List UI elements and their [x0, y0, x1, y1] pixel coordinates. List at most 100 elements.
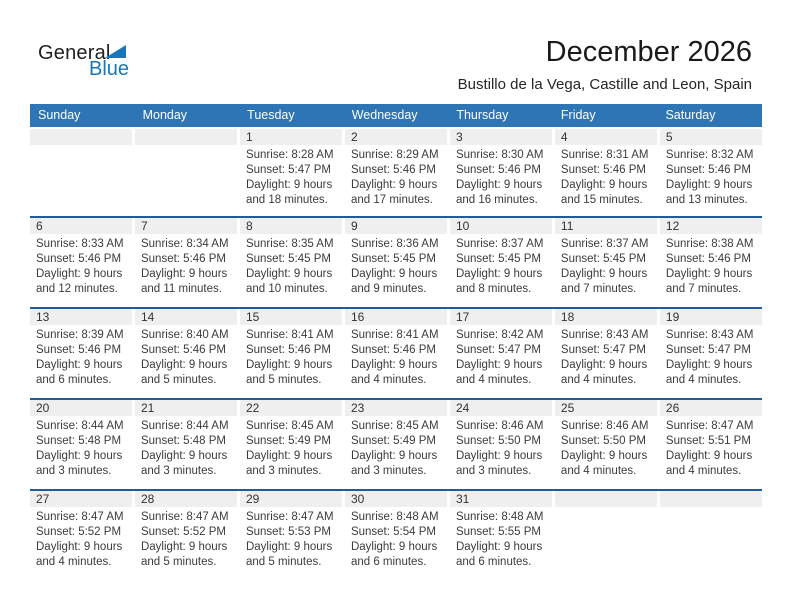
sunrise-text: Sunrise: 8:48 AM	[455, 511, 544, 523]
daylight-text-2: and 15 minutes.	[560, 194, 643, 206]
day-number: 9	[350, 219, 358, 233]
day-number: 26	[665, 401, 680, 415]
sunset-text: Sunset: 5:46 PM	[665, 253, 751, 265]
day-number: 19	[665, 310, 680, 324]
day-details: Sunrise: 8:31 AM Sunset: 5:46 PM Daylight:…	[555, 145, 657, 208]
day-cell: 18 Sunrise: 8:43 AM Sunset: 5:47 PM Dayligh…	[554, 309, 657, 398]
sunset-text: Sunset: 5:53 PM	[245, 526, 331, 538]
daylight-text: Daylight: 9 hours	[140, 268, 228, 280]
day-details: Sunrise: 8:39 AM Sunset: 5:46 PM Daylight:…	[30, 325, 132, 388]
day-number-strip: 29	[239, 491, 342, 507]
sunset-text: Sunset: 5:52 PM	[36, 526, 122, 538]
day-number: 21	[140, 401, 155, 415]
daylight-text: Daylight: 9 hours	[140, 541, 228, 553]
daylight-text: Daylight: 9 hours	[140, 450, 228, 462]
sunrise-text: Sunrise: 8:44 AM	[36, 420, 124, 432]
daylight-text-2: and 7 minutes.	[665, 283, 742, 295]
day-cell: 3 Sunrise: 8:30 AM Sunset: 5:46 PM Daylight…	[449, 129, 552, 216]
day-details: Sunrise: 8:41 AM Sunset: 5:46 PM Daylight:…	[345, 325, 447, 388]
weekday-header-wednesday: Wednesday	[351, 108, 418, 122]
day-number: 18	[560, 310, 575, 324]
day-details: Sunrise: 8:34 AM Sunset: 5:46 PM Daylight:…	[135, 234, 237, 297]
day-number-strip: 28	[134, 491, 237, 507]
weekday-header-friday: Friday	[560, 108, 596, 122]
day-cell: 20 Sunrise: 8:44 AM Sunset: 5:48 PM Dayligh…	[30, 400, 132, 489]
day-cell: 8 Sunrise: 8:35 AM Sunset: 5:45 PM Daylight…	[239, 218, 342, 307]
day-number: 10	[455, 219, 470, 233]
daylight-text: Daylight: 9 hours	[36, 359, 123, 371]
day-number: 11	[560, 219, 574, 233]
sunset-text: Sunset: 5:46 PM	[36, 253, 122, 265]
day-cell: 6 Sunrise: 8:33 AM Sunset: 5:46 PM Daylight…	[30, 218, 132, 307]
day-number-strip	[134, 129, 237, 145]
sunrise-text: Sunrise: 8:47 AM	[245, 511, 334, 523]
sunrise-text: Sunrise: 8:40 AM	[140, 329, 229, 341]
day-number-strip: 25	[554, 400, 657, 416]
week-row: 20 Sunrise: 8:44 AM Sunset: 5:48 PM Dayligh…	[30, 398, 762, 489]
sunrise-text: Sunrise: 8:42 AM	[455, 329, 544, 341]
day-number: 13	[36, 310, 50, 324]
sunset-text: Sunset: 5:45 PM	[245, 253, 331, 265]
daylight-text-2: and 4 minutes.	[36, 556, 112, 568]
day-number-strip: 4	[554, 129, 657, 145]
daylight-text-2: and 3 minutes.	[455, 465, 532, 477]
sunrise-text: Sunrise: 8:35 AM	[245, 238, 334, 250]
logo-text-blue: Blue	[89, 58, 130, 80]
daylight-text: Daylight: 9 hours	[560, 359, 648, 371]
sunset-text: Sunset: 5:49 PM	[245, 435, 331, 447]
day-number-strip: 15	[239, 309, 342, 325]
day-number-strip	[30, 129, 132, 145]
day-cell: 12 Sunrise: 8:38 AM Sunset: 5:46 PM Dayligh…	[659, 218, 762, 307]
daylight-text-2: and 3 minutes.	[140, 465, 217, 477]
day-details: Sunrise: 8:47 AM Sunset: 5:51 PM Daylight:…	[660, 416, 762, 479]
day-number: 30	[350, 492, 365, 506]
sunrise-text: Sunrise: 8:47 AM	[140, 511, 229, 523]
day-details: Sunrise: 8:46 AM Sunset: 5:50 PM Daylight:…	[555, 416, 657, 479]
daylight-text-2: and 4 minutes.	[560, 465, 637, 477]
calendar-table: Sunday Monday Tuesday Wednesday Thursday Frid…	[30, 104, 762, 580]
day-number-strip: 17	[449, 309, 552, 325]
sunset-text: Sunset: 5:52 PM	[140, 526, 227, 538]
day-number-strip	[554, 491, 657, 507]
sunset-text: Sunset: 5:45 PM	[455, 253, 541, 265]
day-cell: 4 Sunrise: 8:31 AM Sunset: 5:46 PM Daylight…	[554, 129, 657, 216]
day-number-strip: 13	[30, 309, 132, 325]
sunrise-text: Sunrise: 8:28 AM	[245, 149, 334, 161]
day-cell: 9 Sunrise: 8:36 AM Sunset: 5:45 PM Daylight…	[344, 218, 447, 307]
sunrise-text: Sunrise: 8:47 AM	[36, 511, 124, 523]
month-title: December 2026	[545, 36, 752, 68]
sunset-text: Sunset: 5:47 PM	[665, 344, 751, 356]
sunset-text: Sunset: 5:46 PM	[350, 164, 436, 176]
daylight-text-2: and 4 minutes.	[665, 465, 742, 477]
sunrise-text: Sunrise: 8:38 AM	[665, 238, 754, 250]
day-number: 15	[245, 310, 260, 324]
day-number: 14	[140, 310, 155, 324]
sunset-text: Sunset: 5:48 PM	[36, 435, 122, 447]
day-number: 16	[350, 310, 365, 324]
day-details: Sunrise: 8:45 AM Sunset: 5:49 PM Daylight:…	[240, 416, 342, 479]
weekday-header-sunday: Sunday	[38, 108, 81, 122]
day-details: Sunrise: 8:38 AM Sunset: 5:46 PM Daylight:…	[660, 234, 762, 297]
day-details: Sunrise: 8:44 AM Sunset: 5:48 PM Daylight:…	[135, 416, 237, 479]
day-number-strip: 14	[134, 309, 237, 325]
calendar-grid: 1 Sunrise: 8:28 AM Sunset: 5:47 PM Daylight…	[30, 127, 762, 580]
daylight-text-2: and 6 minutes.	[455, 556, 532, 568]
daylight-text-2: and 16 minutes.	[455, 194, 538, 206]
sunrise-text: Sunrise: 8:32 AM	[665, 149, 754, 161]
sunrise-text: Sunrise: 8:43 AM	[665, 329, 754, 341]
daylight-text-2: and 18 minutes.	[245, 194, 328, 206]
day-cell: 7 Sunrise: 8:34 AM Sunset: 5:46 PM Daylight…	[134, 218, 237, 307]
day-details: Sunrise: 8:41 AM Sunset: 5:46 PM Daylight:…	[240, 325, 342, 388]
daylight-text: Daylight: 9 hours	[245, 179, 333, 191]
day-number: 4	[560, 130, 568, 144]
daylight-text: Daylight: 9 hours	[245, 450, 333, 462]
empty-day-cell	[554, 491, 657, 580]
weekday-header-monday: Monday	[142, 108, 188, 122]
day-cell: 14 Sunrise: 8:40 AM Sunset: 5:46 PM Dayligh…	[134, 309, 237, 398]
day-cell: 1 Sunrise: 8:28 AM Sunset: 5:47 PM Daylight…	[239, 129, 342, 216]
sunset-text: Sunset: 5:47 PM	[560, 344, 646, 356]
day-details: Sunrise: 8:40 AM Sunset: 5:46 PM Daylight:…	[135, 325, 237, 388]
daylight-text-2: and 6 minutes.	[36, 374, 112, 386]
logo-text-general: General	[38, 42, 111, 64]
day-details: Sunrise: 8:37 AM Sunset: 5:45 PM Daylight:…	[450, 234, 552, 297]
